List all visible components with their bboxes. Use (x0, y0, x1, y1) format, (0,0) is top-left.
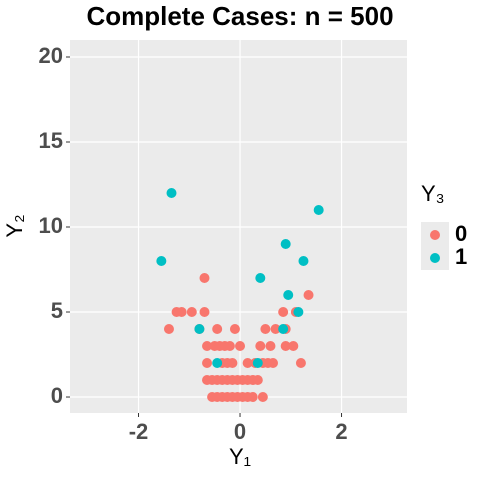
y-tick-label: 10 (39, 213, 63, 238)
point (186, 307, 197, 318)
point (280, 239, 291, 250)
point (265, 341, 276, 352)
point (257, 392, 268, 403)
point (313, 205, 324, 216)
point (156, 256, 167, 267)
point (255, 341, 266, 352)
chart-title: Complete Cases: n = 500 (86, 1, 393, 31)
point (303, 290, 314, 301)
point (278, 307, 289, 318)
y-axis-title: Y₂ (2, 214, 27, 237)
point (227, 358, 238, 369)
point (255, 273, 266, 284)
point (293, 307, 304, 318)
point (212, 324, 223, 335)
y-tick-label: 20 (39, 43, 63, 68)
point (199, 273, 210, 284)
point (224, 341, 235, 352)
point (212, 358, 223, 369)
point (268, 358, 279, 369)
point (163, 324, 174, 335)
point (176, 307, 187, 318)
point (166, 188, 177, 199)
point (252, 375, 263, 386)
point (229, 324, 240, 335)
point (298, 256, 309, 267)
x-tick-label: -2 (129, 419, 149, 444)
point (270, 324, 281, 335)
point (280, 341, 291, 352)
point (194, 324, 205, 335)
legend-key (430, 253, 440, 263)
point (202, 358, 213, 369)
x-tick-label: 2 (335, 419, 347, 444)
legend-key (430, 230, 440, 240)
point (288, 341, 299, 352)
point (199, 307, 210, 318)
point (235, 341, 246, 352)
point (295, 358, 306, 369)
point (202, 341, 213, 352)
point (260, 324, 271, 335)
x-tick-label: 0 (234, 419, 246, 444)
point (278, 324, 289, 335)
point (252, 358, 263, 369)
point (283, 290, 294, 301)
legend-label: 1 (455, 244, 467, 269)
point (247, 392, 258, 403)
x-axis-title: Y₁ (229, 444, 251, 469)
point (242, 358, 253, 369)
legend-title: Y₃ (421, 181, 445, 206)
y-tick-label: 0 (51, 383, 63, 408)
y-tick-label: 5 (51, 298, 63, 323)
legend-label: 0 (455, 221, 467, 246)
y-tick-label: 15 (39, 128, 63, 153)
